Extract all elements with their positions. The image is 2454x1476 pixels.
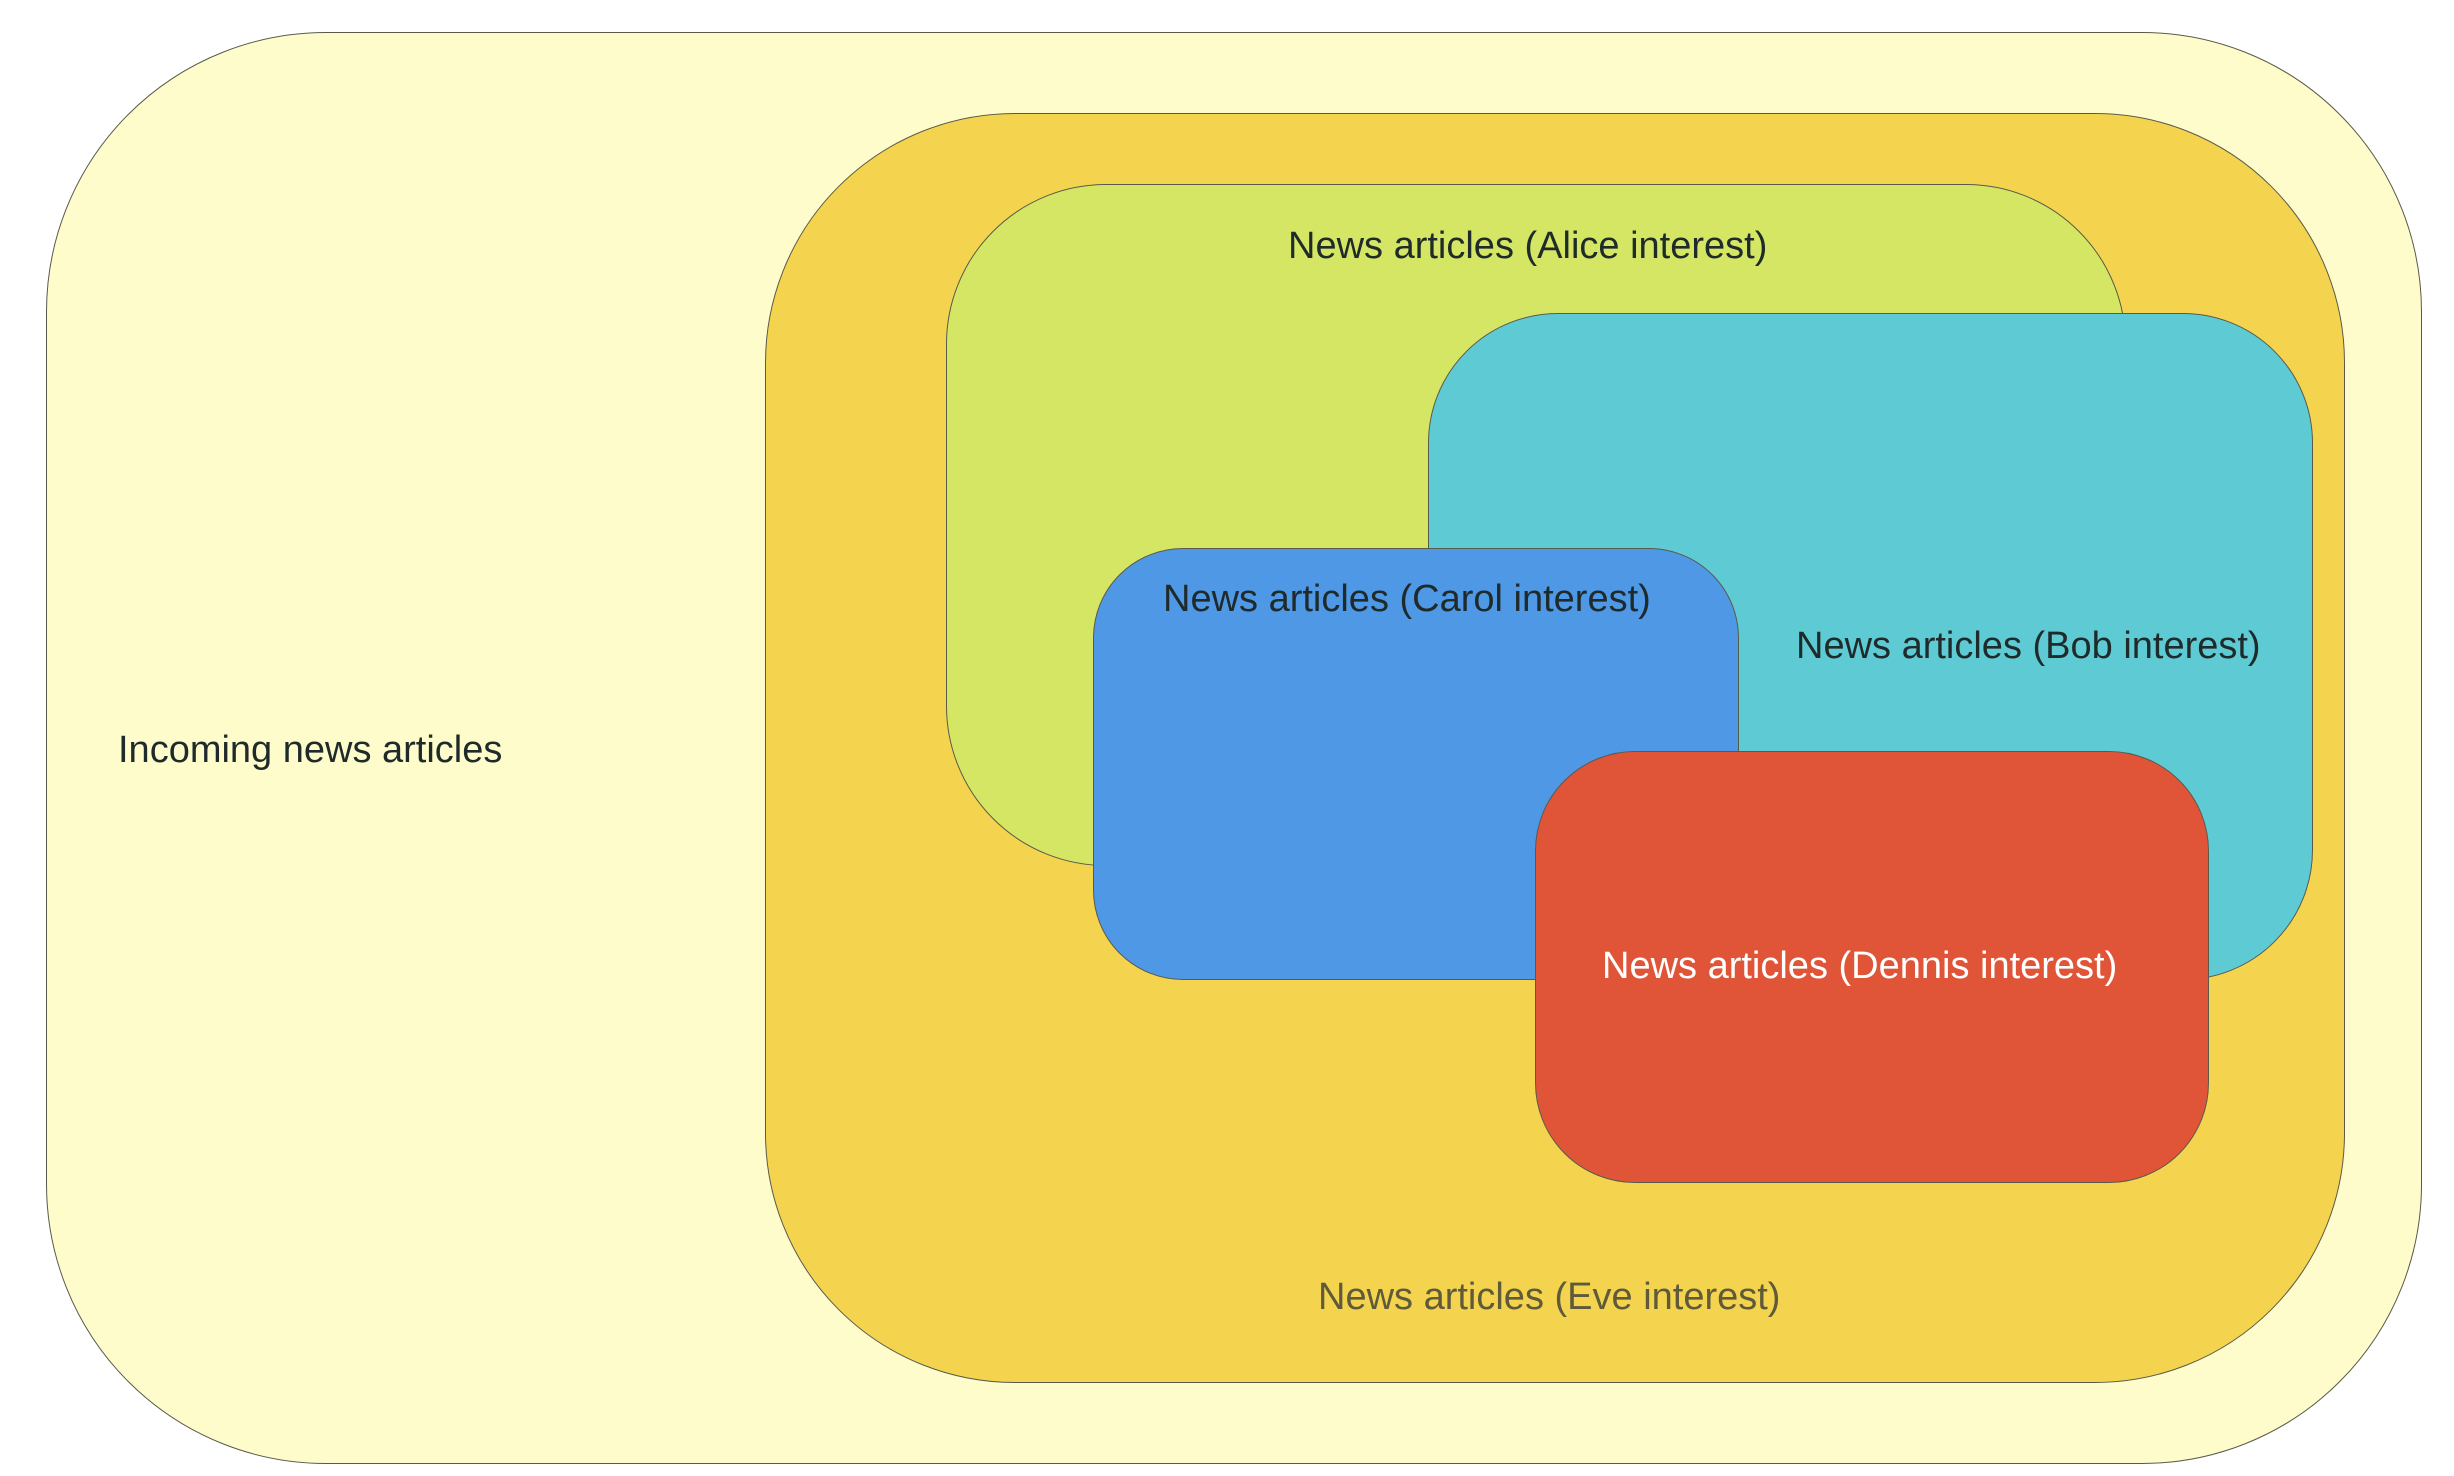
incoming-articles-label: Incoming news articles [118,729,503,771]
bob-interest-label: News articles (Bob interest) [1796,625,2261,667]
dennis-interest-label: News articles (Dennis interest) [1602,945,2118,987]
eve-interest-label: News articles (Eve interest) [1318,1276,1781,1318]
carol-interest-label: News articles (Carol interest) [1163,578,1651,620]
alice-interest-label: News articles (Alice interest) [1288,225,1768,267]
dennis-interest-region [1535,751,2209,1183]
